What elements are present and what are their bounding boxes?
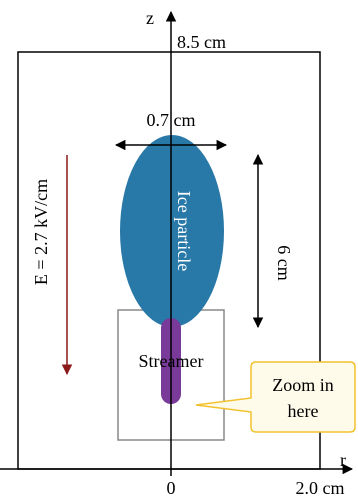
particle-length-label: 6 cm [274, 245, 294, 281]
domain-width-label: 2.0 cm [296, 478, 345, 498]
particle-width-label: 0.7 cm [147, 110, 196, 130]
field-strength-label: E = 2.7 kV/cm [31, 179, 51, 285]
ice-particle-label: Ice particle [174, 191, 194, 271]
z-axis-label: z [146, 8, 154, 28]
zoom-callout-line1: Zoom in [272, 375, 334, 395]
zoom-callout-line2: here [288, 401, 319, 421]
origin-label: 0 [167, 478, 176, 498]
zoom-callout-bubble [195, 361, 356, 433]
domain-height-label: 8.5 cm [177, 32, 226, 52]
ice-particle [120, 135, 224, 327]
r-axis-label: r [340, 450, 346, 470]
streamer-label: Streamer [139, 351, 204, 371]
